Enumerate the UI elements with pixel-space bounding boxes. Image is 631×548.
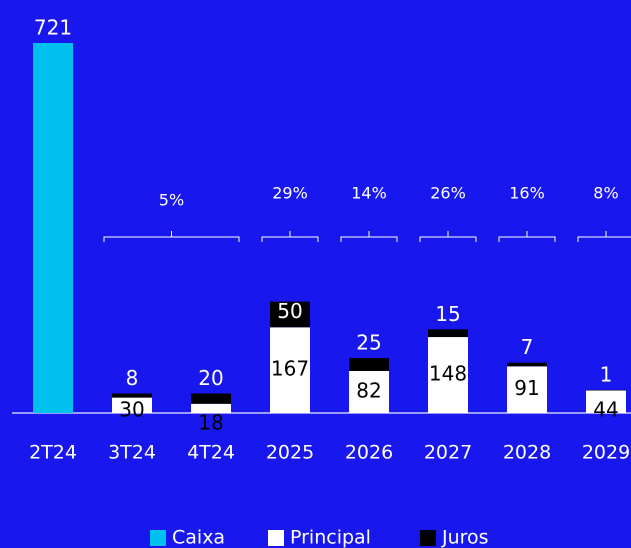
legend-label: Caixa	[172, 527, 225, 548]
x-tick-label: 3T24	[108, 442, 156, 464]
x-tick-label: 4T24	[187, 442, 235, 464]
bracket	[419, 231, 477, 242]
bar-segment	[191, 403, 231, 413]
value-label: 50	[277, 299, 302, 323]
value-label: 25	[356, 331, 381, 355]
value-label: 7	[521, 335, 534, 359]
bar-segment	[428, 337, 468, 413]
annotation: 26%	[430, 184, 466, 203]
bar-segment	[191, 393, 231, 404]
annotation: 29%	[272, 184, 308, 203]
value-label: 20	[198, 366, 223, 390]
x-tick-label: 2025	[266, 442, 314, 464]
value-label: 82	[356, 378, 381, 402]
legend-swatch	[268, 530, 284, 546]
annotation: 14%	[351, 184, 387, 203]
value-label: 91	[514, 376, 539, 400]
bracket	[340, 231, 398, 242]
bar-segment	[112, 397, 152, 413]
annotation: 8%	[593, 184, 618, 203]
legend-label: Juros	[441, 527, 489, 548]
bar-segment	[270, 301, 310, 328]
value-label: 8	[126, 366, 139, 390]
value-label: 721	[34, 16, 72, 40]
x-tick-label: 2029	[582, 442, 630, 464]
legend-label: Principal	[290, 527, 371, 548]
annotation: 5%	[159, 191, 184, 210]
x-tick-label: 2026	[345, 442, 393, 464]
bar-segment	[33, 43, 73, 413]
bar-segment	[507, 362, 547, 367]
bar-segment	[507, 366, 547, 413]
bar-segment	[349, 370, 389, 413]
value-label: 15	[435, 302, 460, 326]
annotation: 16%	[509, 184, 545, 203]
bar-segment	[270, 327, 310, 413]
bracket	[103, 231, 240, 242]
bracket	[577, 231, 631, 242]
value-label: 148	[429, 362, 467, 386]
legend-swatch	[150, 530, 166, 546]
value-label: 18	[198, 411, 223, 435]
bar-segment	[112, 393, 152, 398]
value-label: 44	[593, 398, 618, 422]
value-label: 30	[119, 398, 144, 422]
bracket	[261, 231, 319, 242]
x-tick-label: 2027	[424, 442, 472, 464]
x-tick-label: 2028	[503, 442, 551, 464]
legend-swatch	[420, 530, 436, 546]
x-tick-label: 2T24	[29, 442, 77, 464]
bar-segment	[586, 389, 626, 391]
bar-segment	[586, 390, 626, 413]
bar-segment	[349, 358, 389, 371]
value-label: 167	[271, 357, 309, 381]
value-label: 1	[600, 362, 613, 386]
bar-segment	[428, 329, 468, 338]
bracket	[498, 231, 556, 242]
